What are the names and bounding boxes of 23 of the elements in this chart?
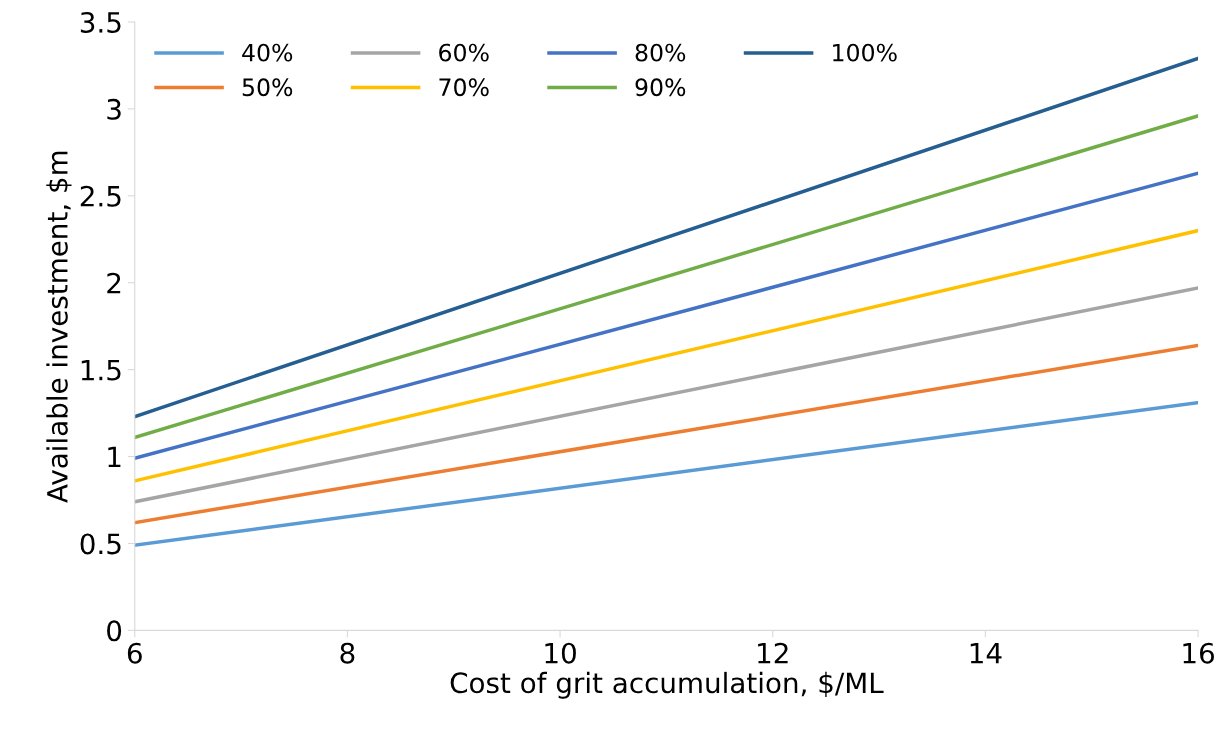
legend-label: 60% [439, 43, 489, 62]
y-tick-label: 3.5 [80, 11, 121, 33]
legend-label: 50% [242, 78, 293, 97]
legend-label: 70% [439, 78, 489, 97]
y-tick-label: 0 [107, 620, 122, 642]
x-tick-label: 14 [970, 643, 1002, 664]
y-tick-label: 2 [107, 272, 121, 294]
legend-label: 90% [635, 78, 686, 97]
legend-label: 100% [833, 43, 897, 62]
legend-label: 40% [242, 43, 293, 62]
x-axis-title: Cost of grit accumulation, $/ML [450, 671, 884, 699]
y-tick-label: 3 [107, 98, 121, 120]
y-tick-label: 1.5 [81, 359, 121, 381]
legend-label: 80% [635, 43, 686, 62]
y-tick-label: 1 [108, 446, 121, 468]
y-axis-title: Available investment, $m [46, 151, 72, 503]
x-tick-label: 16 [1183, 642, 1214, 664]
y-tick-label: 0.5 [80, 533, 121, 555]
x-tick-label: 6 [127, 642, 142, 664]
x-tick-label: 10 [545, 642, 576, 664]
x-tick-label: 12 [758, 642, 788, 664]
y-tick-label: 2.5 [80, 185, 121, 207]
x-tick-label: 8 [340, 642, 355, 664]
